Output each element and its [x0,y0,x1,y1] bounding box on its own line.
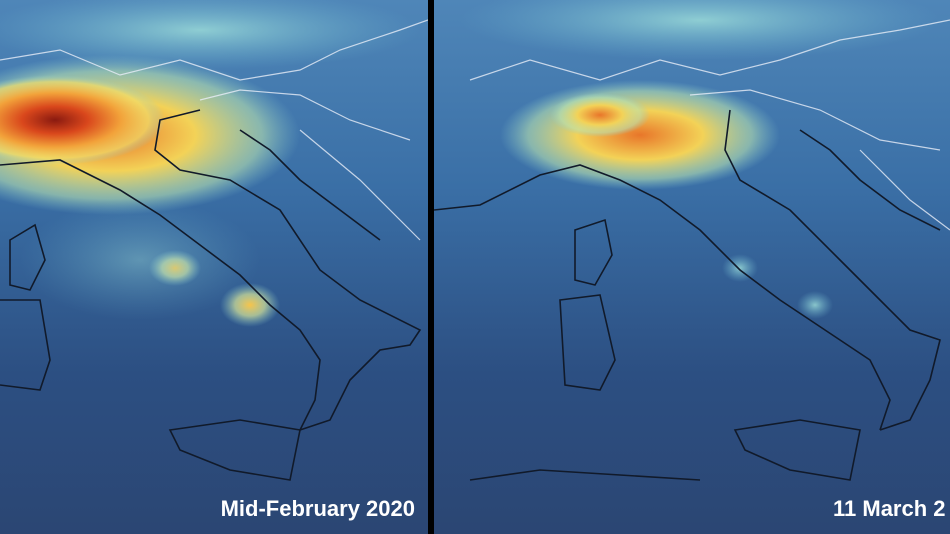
panel-label: Mid-February 2020 [221,496,415,521]
right-panel [434,0,950,534]
left-panel [0,0,428,534]
panel-label: 11 March 2 [833,496,946,521]
divider [428,0,434,534]
